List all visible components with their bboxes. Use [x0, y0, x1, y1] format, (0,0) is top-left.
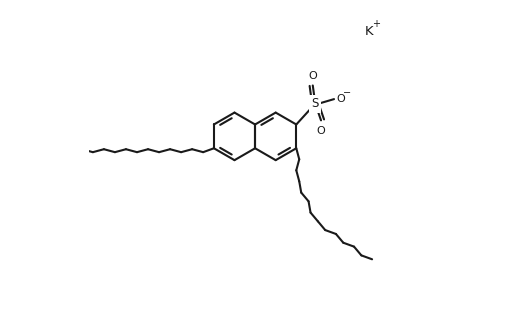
Text: O: O — [337, 94, 345, 104]
Text: O: O — [308, 71, 317, 81]
Text: O: O — [317, 126, 326, 136]
Text: K: K — [365, 25, 373, 38]
Text: +: + — [372, 19, 380, 29]
Text: −: − — [343, 88, 351, 98]
Text: S: S — [311, 97, 319, 110]
